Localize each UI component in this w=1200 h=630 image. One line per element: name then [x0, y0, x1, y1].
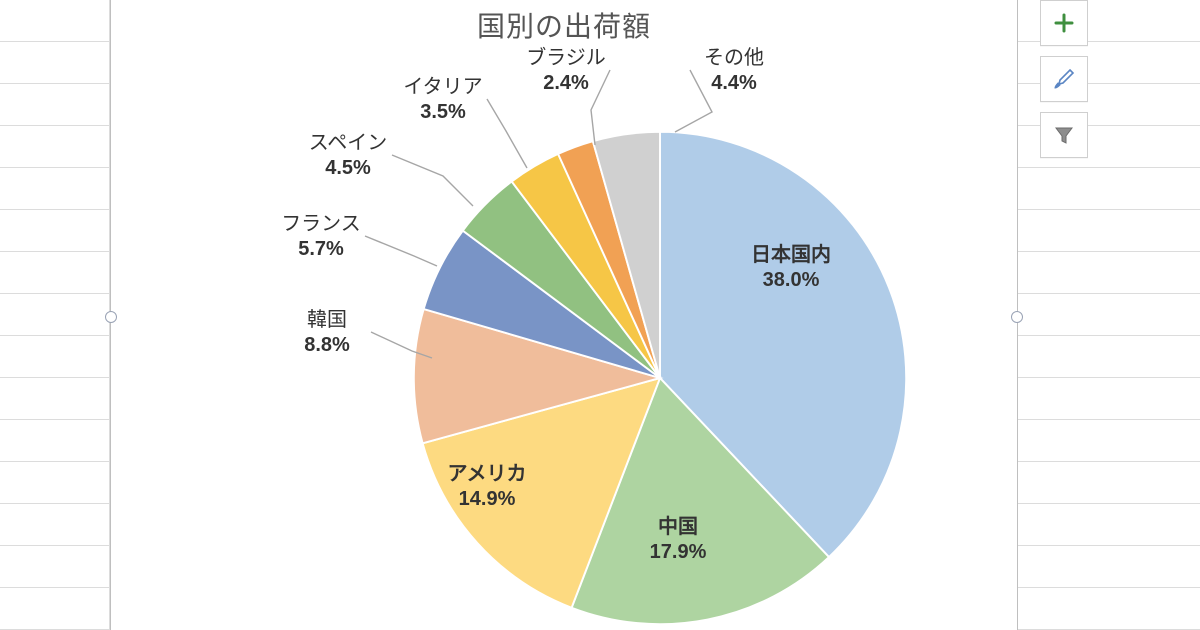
selection-handle[interactable]	[1011, 311, 1023, 323]
data-label-pct: 4.5%	[298, 156, 398, 181]
funnel-icon	[1053, 124, 1075, 146]
data-label-pct: 17.9%	[628, 540, 728, 565]
data-label-name: 中国	[628, 515, 728, 540]
chart-filters-button[interactable]	[1040, 112, 1088, 158]
data-label: 韓国8.8%	[277, 308, 377, 358]
data-label-pct: 8.8%	[277, 333, 377, 358]
chart-styles-button[interactable]	[1040, 56, 1088, 102]
data-label-name: スペイン	[298, 131, 398, 156]
chart-tools	[1040, 0, 1088, 158]
chart-elements-button[interactable]	[1040, 0, 1088, 46]
data-label: その他4.4%	[684, 46, 784, 96]
data-label-pct: 4.4%	[684, 71, 784, 96]
data-label: イタリア3.5%	[393, 75, 493, 125]
data-label-name: イタリア	[393, 75, 493, 100]
data-label-pct: 14.9%	[437, 487, 537, 512]
data-label: 中国17.9%	[628, 515, 728, 565]
data-label: フランス5.7%	[271, 212, 371, 262]
data-label-name: アメリカ	[437, 462, 537, 487]
sheet-grid-left	[0, 0, 110, 630]
brush-icon	[1052, 67, 1076, 91]
data-label: ブラジル2.4%	[516, 46, 616, 96]
data-label: アメリカ14.9%	[437, 462, 537, 512]
data-label-pct: 38.0%	[741, 268, 841, 293]
data-label: 日本国内38.0%	[741, 243, 841, 293]
data-label-pct: 3.5%	[393, 100, 493, 125]
data-label-name: 日本国内	[741, 243, 841, 268]
worksheet-canvas: 国別の出荷額 日本国内38.0% 中国17.9% アメリカ14.9% 韓国8.8% フラ…	[0, 0, 1200, 630]
data-label: スペイン4.5%	[298, 131, 398, 181]
data-label-name: フランス	[271, 212, 371, 237]
chart-title: 国別の出荷額	[111, 5, 1017, 45]
data-label-name: その他	[684, 46, 784, 71]
data-label-pct: 5.7%	[271, 237, 371, 262]
selection-handle[interactable]	[105, 311, 117, 323]
plus-icon	[1053, 12, 1075, 34]
data-label-name: 韓国	[277, 308, 377, 333]
data-label-name: ブラジル	[516, 46, 616, 71]
data-label-pct: 2.4%	[516, 71, 616, 96]
chart-object[interactable]: 国別の出荷額 日本国内38.0% 中国17.9% アメリカ14.9% 韓国8.8% フラ…	[110, 0, 1018, 630]
